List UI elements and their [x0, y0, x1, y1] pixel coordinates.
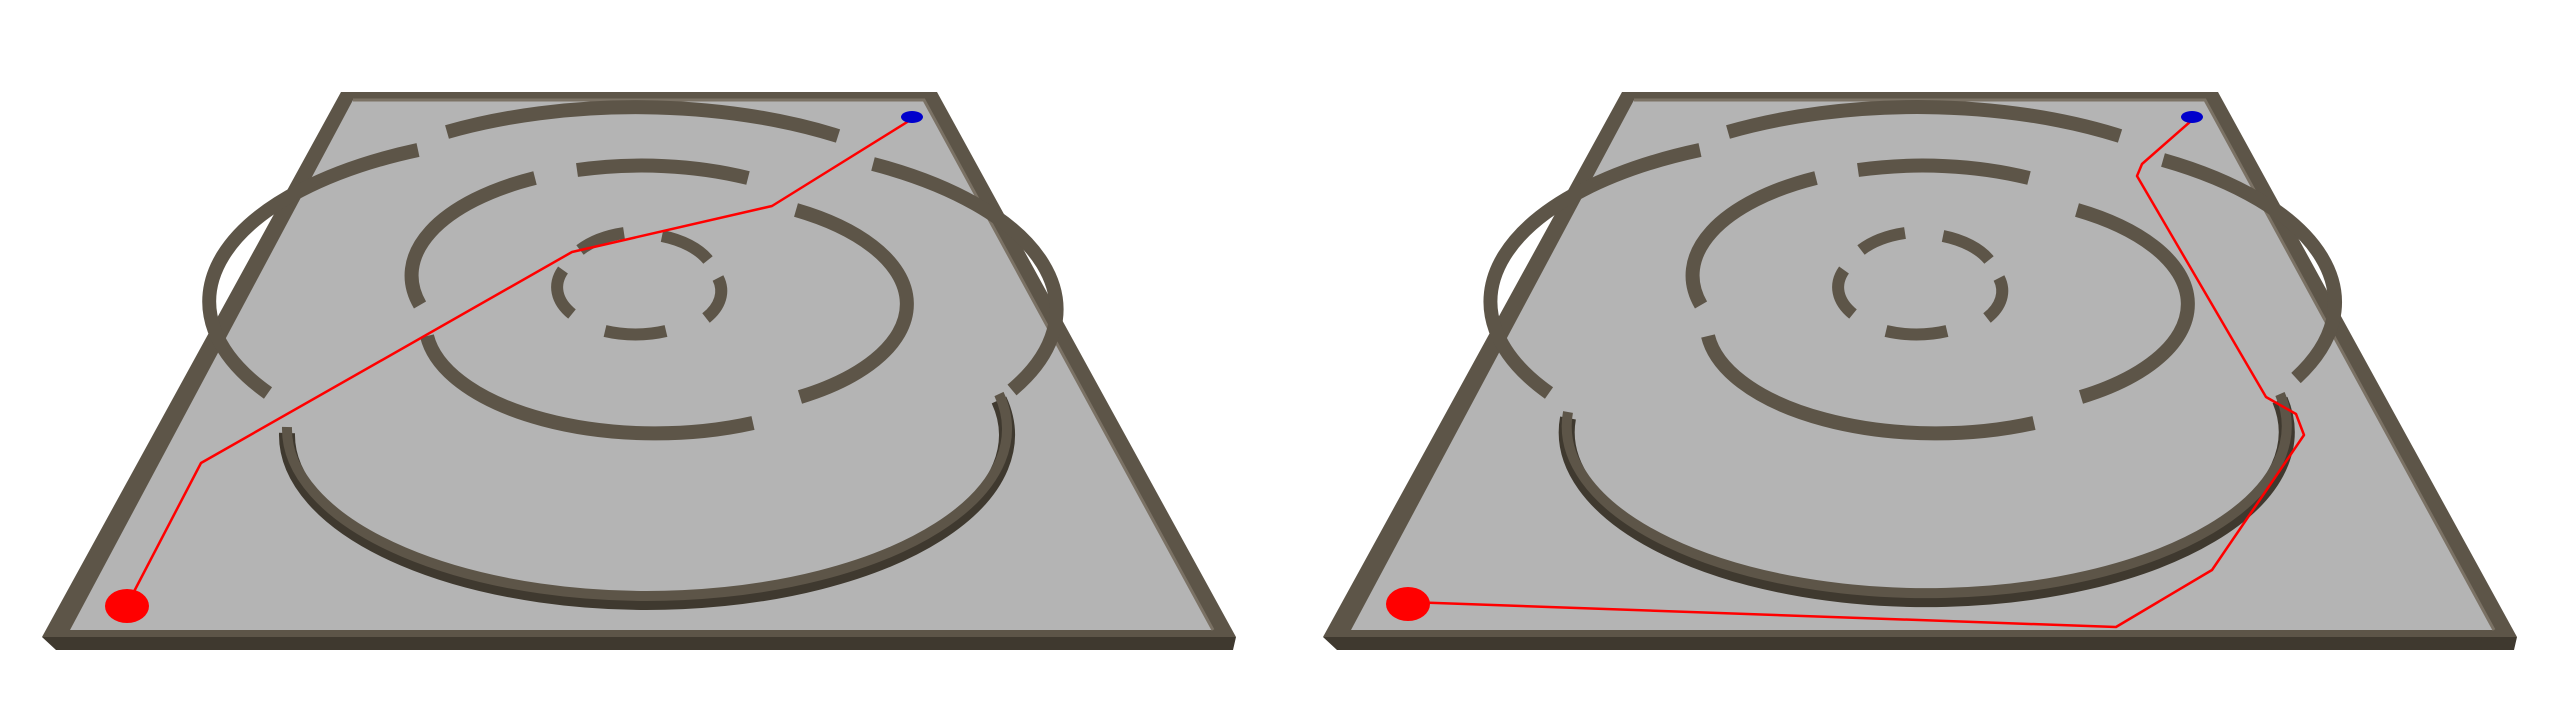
inner-ring-wall-left [551, 266, 576, 319]
middle-ring-wall-top [576, 158, 750, 185]
board-floor [1351, 100, 2494, 630]
inner-ring-wall-right [1983, 275, 2009, 323]
inner-ring-wall-topleft [1857, 227, 1906, 255]
outer-ring-wall-topmid [445, 100, 841, 143]
middle-ring-wall-right [794, 203, 914, 404]
outer-ring-wall-left [202, 143, 420, 399]
board-inner-edge [1634, 98, 2496, 631]
middle-ring-wall-bottom [1701, 334, 2036, 441]
middle-ring-wall-right [2075, 203, 2195, 404]
middle-ring-wall-top [1857, 158, 2031, 185]
start-marker [1386, 587, 1430, 621]
inner-ring-wall-left [1832, 266, 1857, 319]
board-floor [70, 100, 1213, 630]
inner-ring-wall-topright [1941, 230, 1994, 264]
outer-ring-wall-top [281, 391, 1012, 601]
inner-ring-wall-bottom [603, 325, 668, 341]
outer-ring-wall-left [1483, 143, 1702, 399]
board-rim-side [42, 637, 1236, 650]
goal-marker [2181, 111, 2203, 123]
ring-walls [1483, 100, 2342, 608]
outer-ring-wall-right [871, 157, 1064, 396]
start-marker [105, 589, 149, 623]
middle-ring-wall-bottom [420, 334, 755, 441]
outer-ring-wall-top [1561, 392, 2292, 599]
board-rim-side [1323, 637, 2517, 650]
outer-ring-wall-right [2161, 153, 2342, 384]
inner-ring-wall-bottom [1884, 325, 1949, 341]
maze-panel-right [1323, 92, 2517, 650]
board-inner-edge [353, 98, 1215, 631]
inner-ring-wall-topleft [576, 227, 625, 255]
ring-walls [202, 100, 1064, 610]
middle-ring-wall-left [404, 171, 537, 309]
outer-ring-wall-topmid [1726, 100, 2123, 143]
path-line [125, 117, 913, 606]
middle-ring-wall-left [1685, 171, 1818, 309]
path-line [1407, 120, 2306, 629]
inner-ring-wall-topright [660, 230, 713, 264]
maze-panel-left [42, 92, 1236, 650]
goal-marker [901, 111, 923, 123]
inner-ring-wall-right [702, 275, 728, 323]
